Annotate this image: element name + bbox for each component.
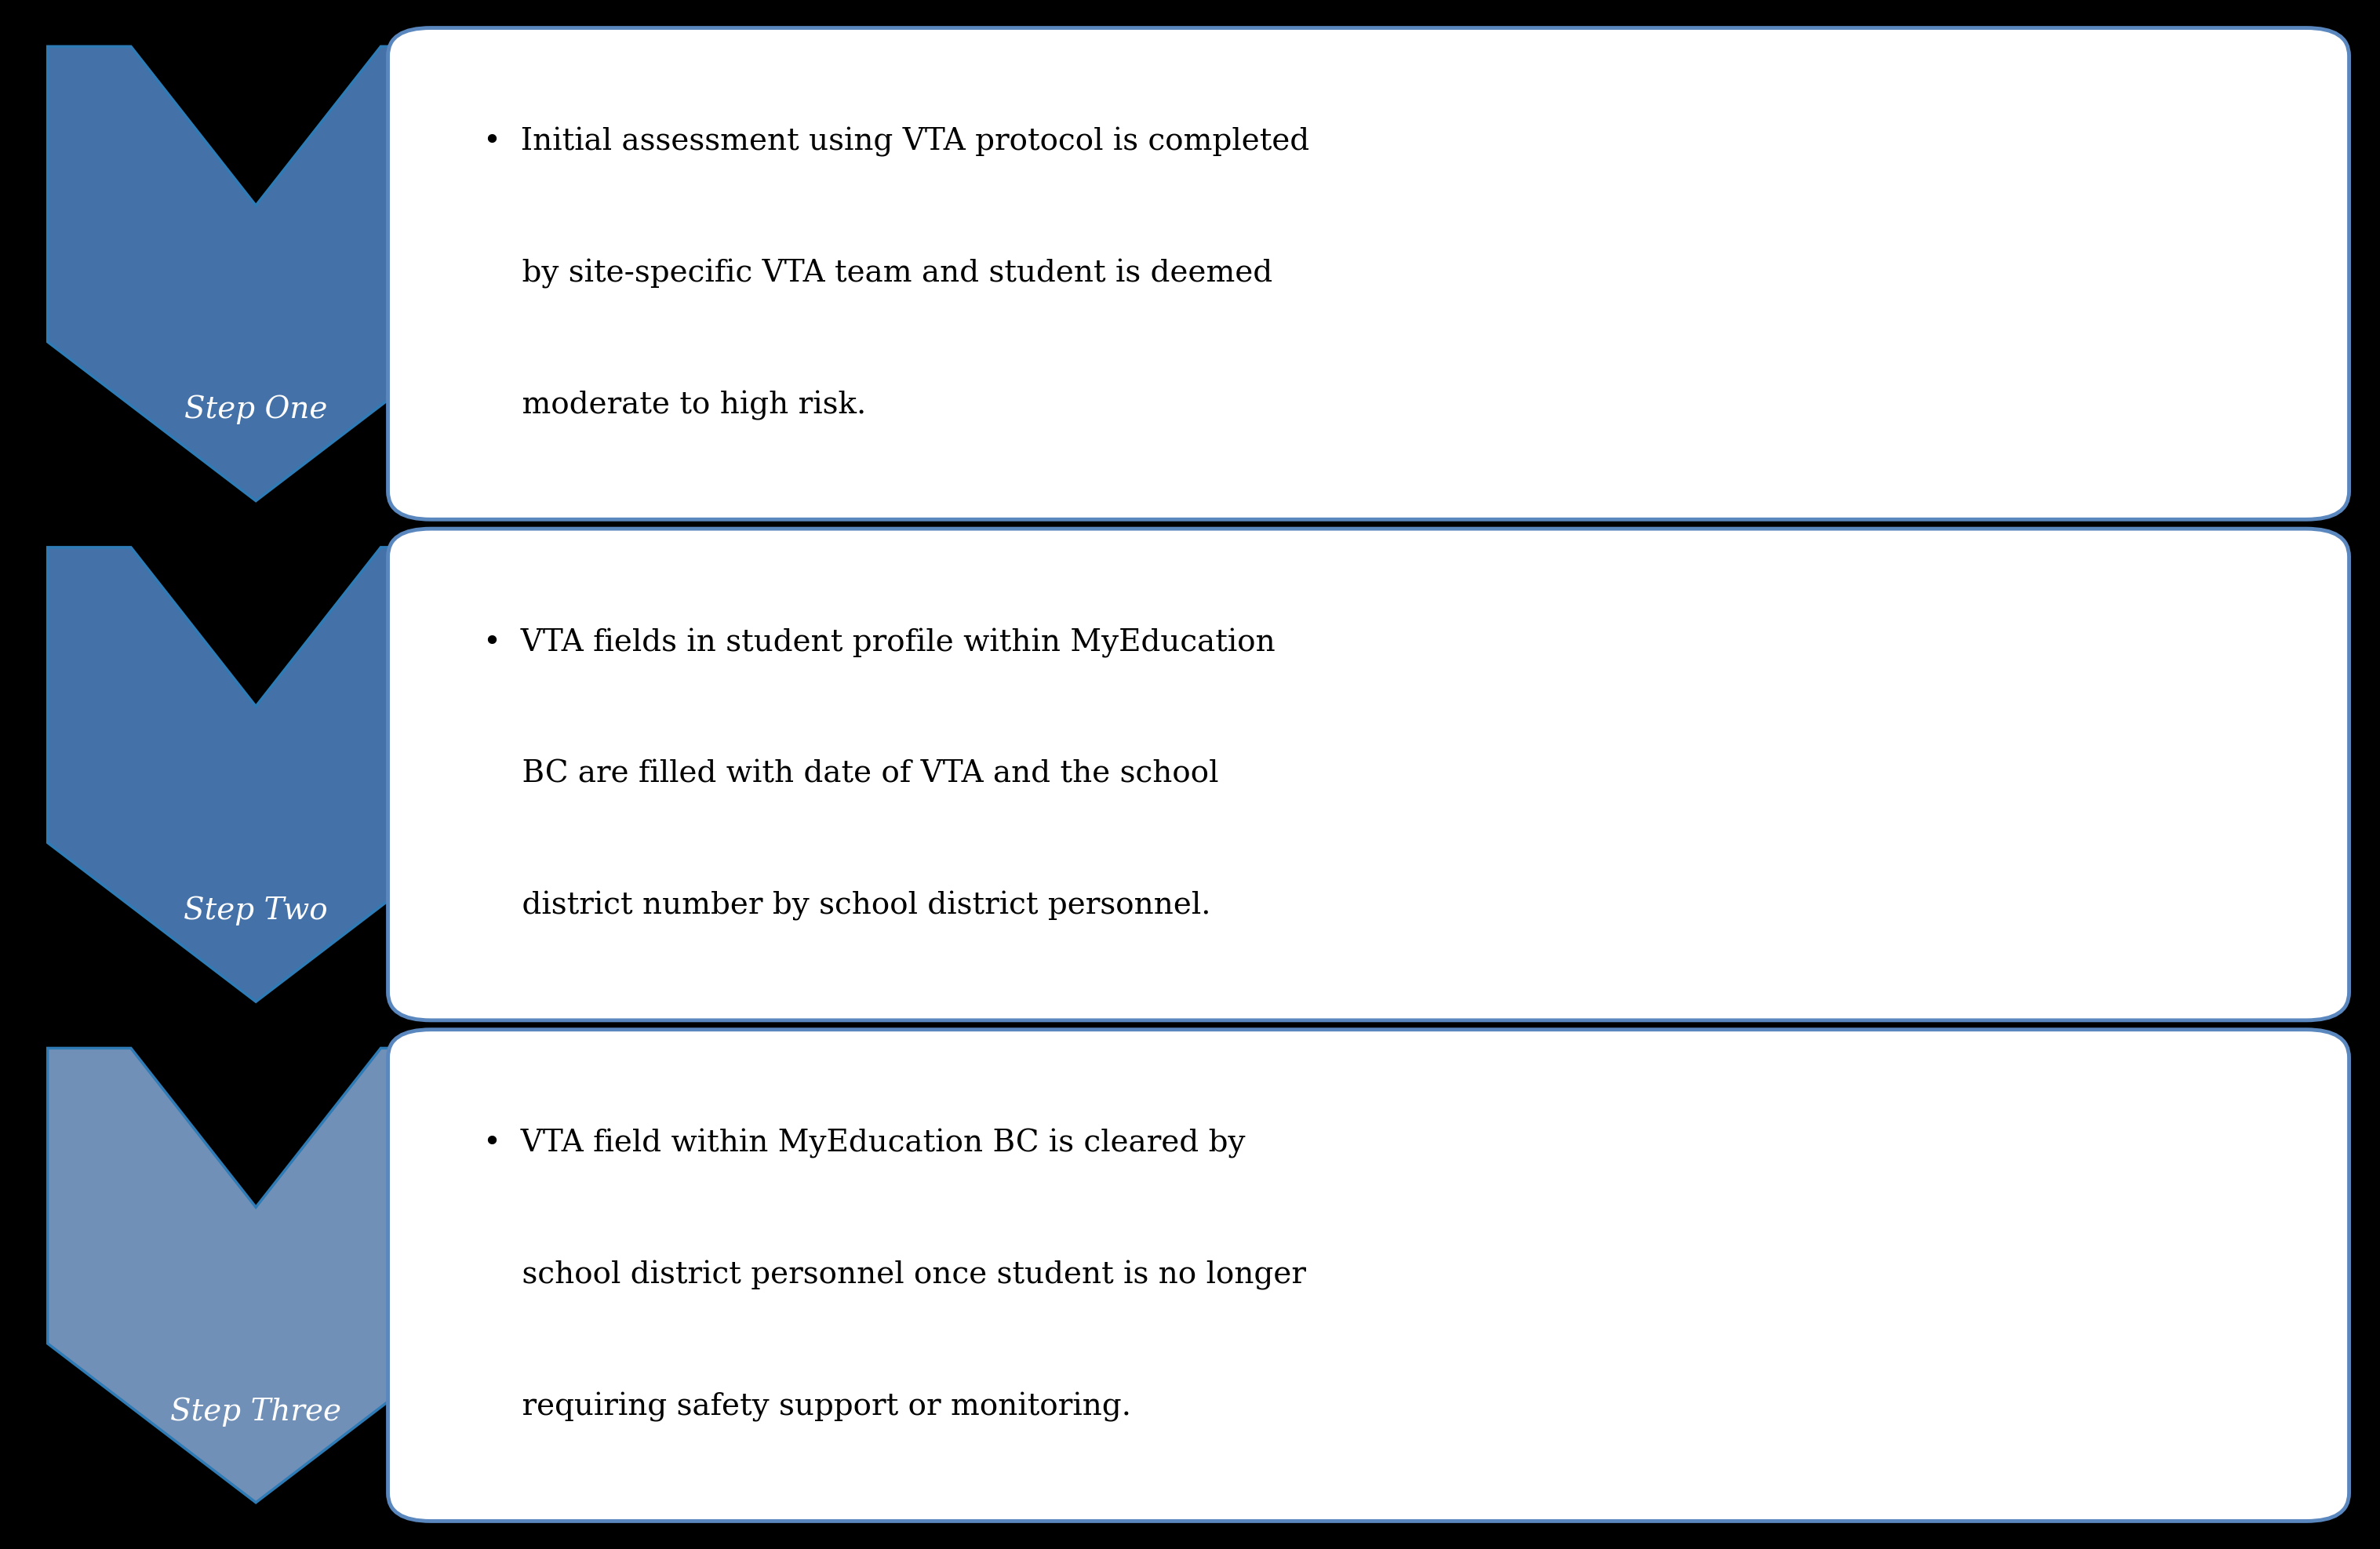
Text: BC are filled with date of VTA and the school: BC are filled with date of VTA and the s…	[483, 761, 1219, 788]
FancyBboxPatch shape	[388, 28, 2349, 519]
Text: •  VTA fields in student profile within MyEducation: • VTA fields in student profile within M…	[483, 627, 1276, 658]
Polygon shape	[48, 46, 464, 500]
Polygon shape	[48, 547, 464, 1002]
Text: by site-specific VTA team and student is deemed: by site-specific VTA team and student is…	[483, 259, 1273, 288]
FancyBboxPatch shape	[388, 1030, 2349, 1521]
Text: •  Initial assessment using VTA protocol is completed: • Initial assessment using VTA protocol …	[483, 127, 1309, 156]
Text: school district personnel once student is no longer: school district personnel once student i…	[483, 1261, 1307, 1290]
Text: district number by school district personnel.: district number by school district perso…	[483, 891, 1211, 922]
Text: requiring safety support or monitoring.: requiring safety support or monitoring.	[483, 1393, 1130, 1422]
Text: •  VTA field within MyEducation BC is cleared by: • VTA field within MyEducation BC is cle…	[483, 1129, 1245, 1159]
Text: moderate to high risk.: moderate to high risk.	[483, 390, 866, 420]
Text: Step Two: Step Two	[183, 897, 328, 925]
FancyBboxPatch shape	[388, 528, 2349, 1021]
Text: Step One: Step One	[183, 395, 328, 424]
Text: Step Three: Step Three	[171, 1397, 340, 1427]
Polygon shape	[48, 1049, 464, 1503]
